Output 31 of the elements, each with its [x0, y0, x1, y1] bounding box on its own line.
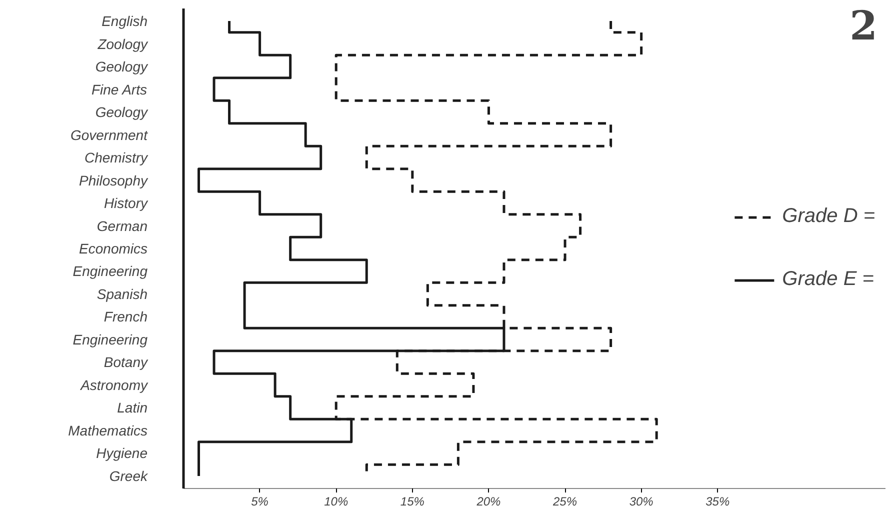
- legend-label: Grade D =: [782, 205, 875, 228]
- y-tick-label: Hygiene: [96, 445, 148, 462]
- x-tick-label: 10%: [324, 494, 348, 508]
- x-tick-label: 30%: [629, 494, 654, 508]
- y-tick-label: Fine Arts: [91, 81, 147, 98]
- y-tick-label: Latin: [117, 400, 148, 416]
- x-tick-label: 5%: [251, 494, 269, 508]
- legend-label: Grade E =: [782, 268, 874, 291]
- y-tick-label: History: [104, 195, 148, 211]
- y-tick-label: Engineering: [72, 263, 148, 280]
- y-tick-label: Spanish: [96, 286, 148, 302]
- y-tick-label: Government: [70, 126, 149, 143]
- y-tick-label: English: [102, 13, 148, 30]
- y-tick-label: French: [104, 308, 148, 325]
- y-tick-label: Greek: [109, 468, 148, 484]
- y-tick-label: Mathematics: [68, 422, 148, 438]
- annotation: 2: [850, 2, 878, 50]
- y-tick-label: Engineering: [72, 331, 148, 348]
- y-tick-label: Geology: [95, 58, 148, 75]
- x-tick-label: 35%: [706, 494, 730, 508]
- y-tick-label: German: [96, 218, 148, 234]
- y-tick-label: Zoology: [96, 36, 148, 52]
- y-tick-label: Philosophy: [79, 172, 148, 188]
- x-tick-label: 15%: [400, 494, 425, 508]
- x-tick-label: 25%: [552, 494, 578, 508]
- y-tick-label: Chemistry: [84, 150, 148, 166]
- y-tick-label: Botany: [104, 354, 148, 370]
- y-tick-label: Astronomy: [80, 376, 148, 393]
- y-tick-label: Geology: [95, 104, 148, 120]
- x-tick-label: 20%: [476, 494, 502, 508]
- y-tick-label: Economics: [79, 240, 148, 256]
